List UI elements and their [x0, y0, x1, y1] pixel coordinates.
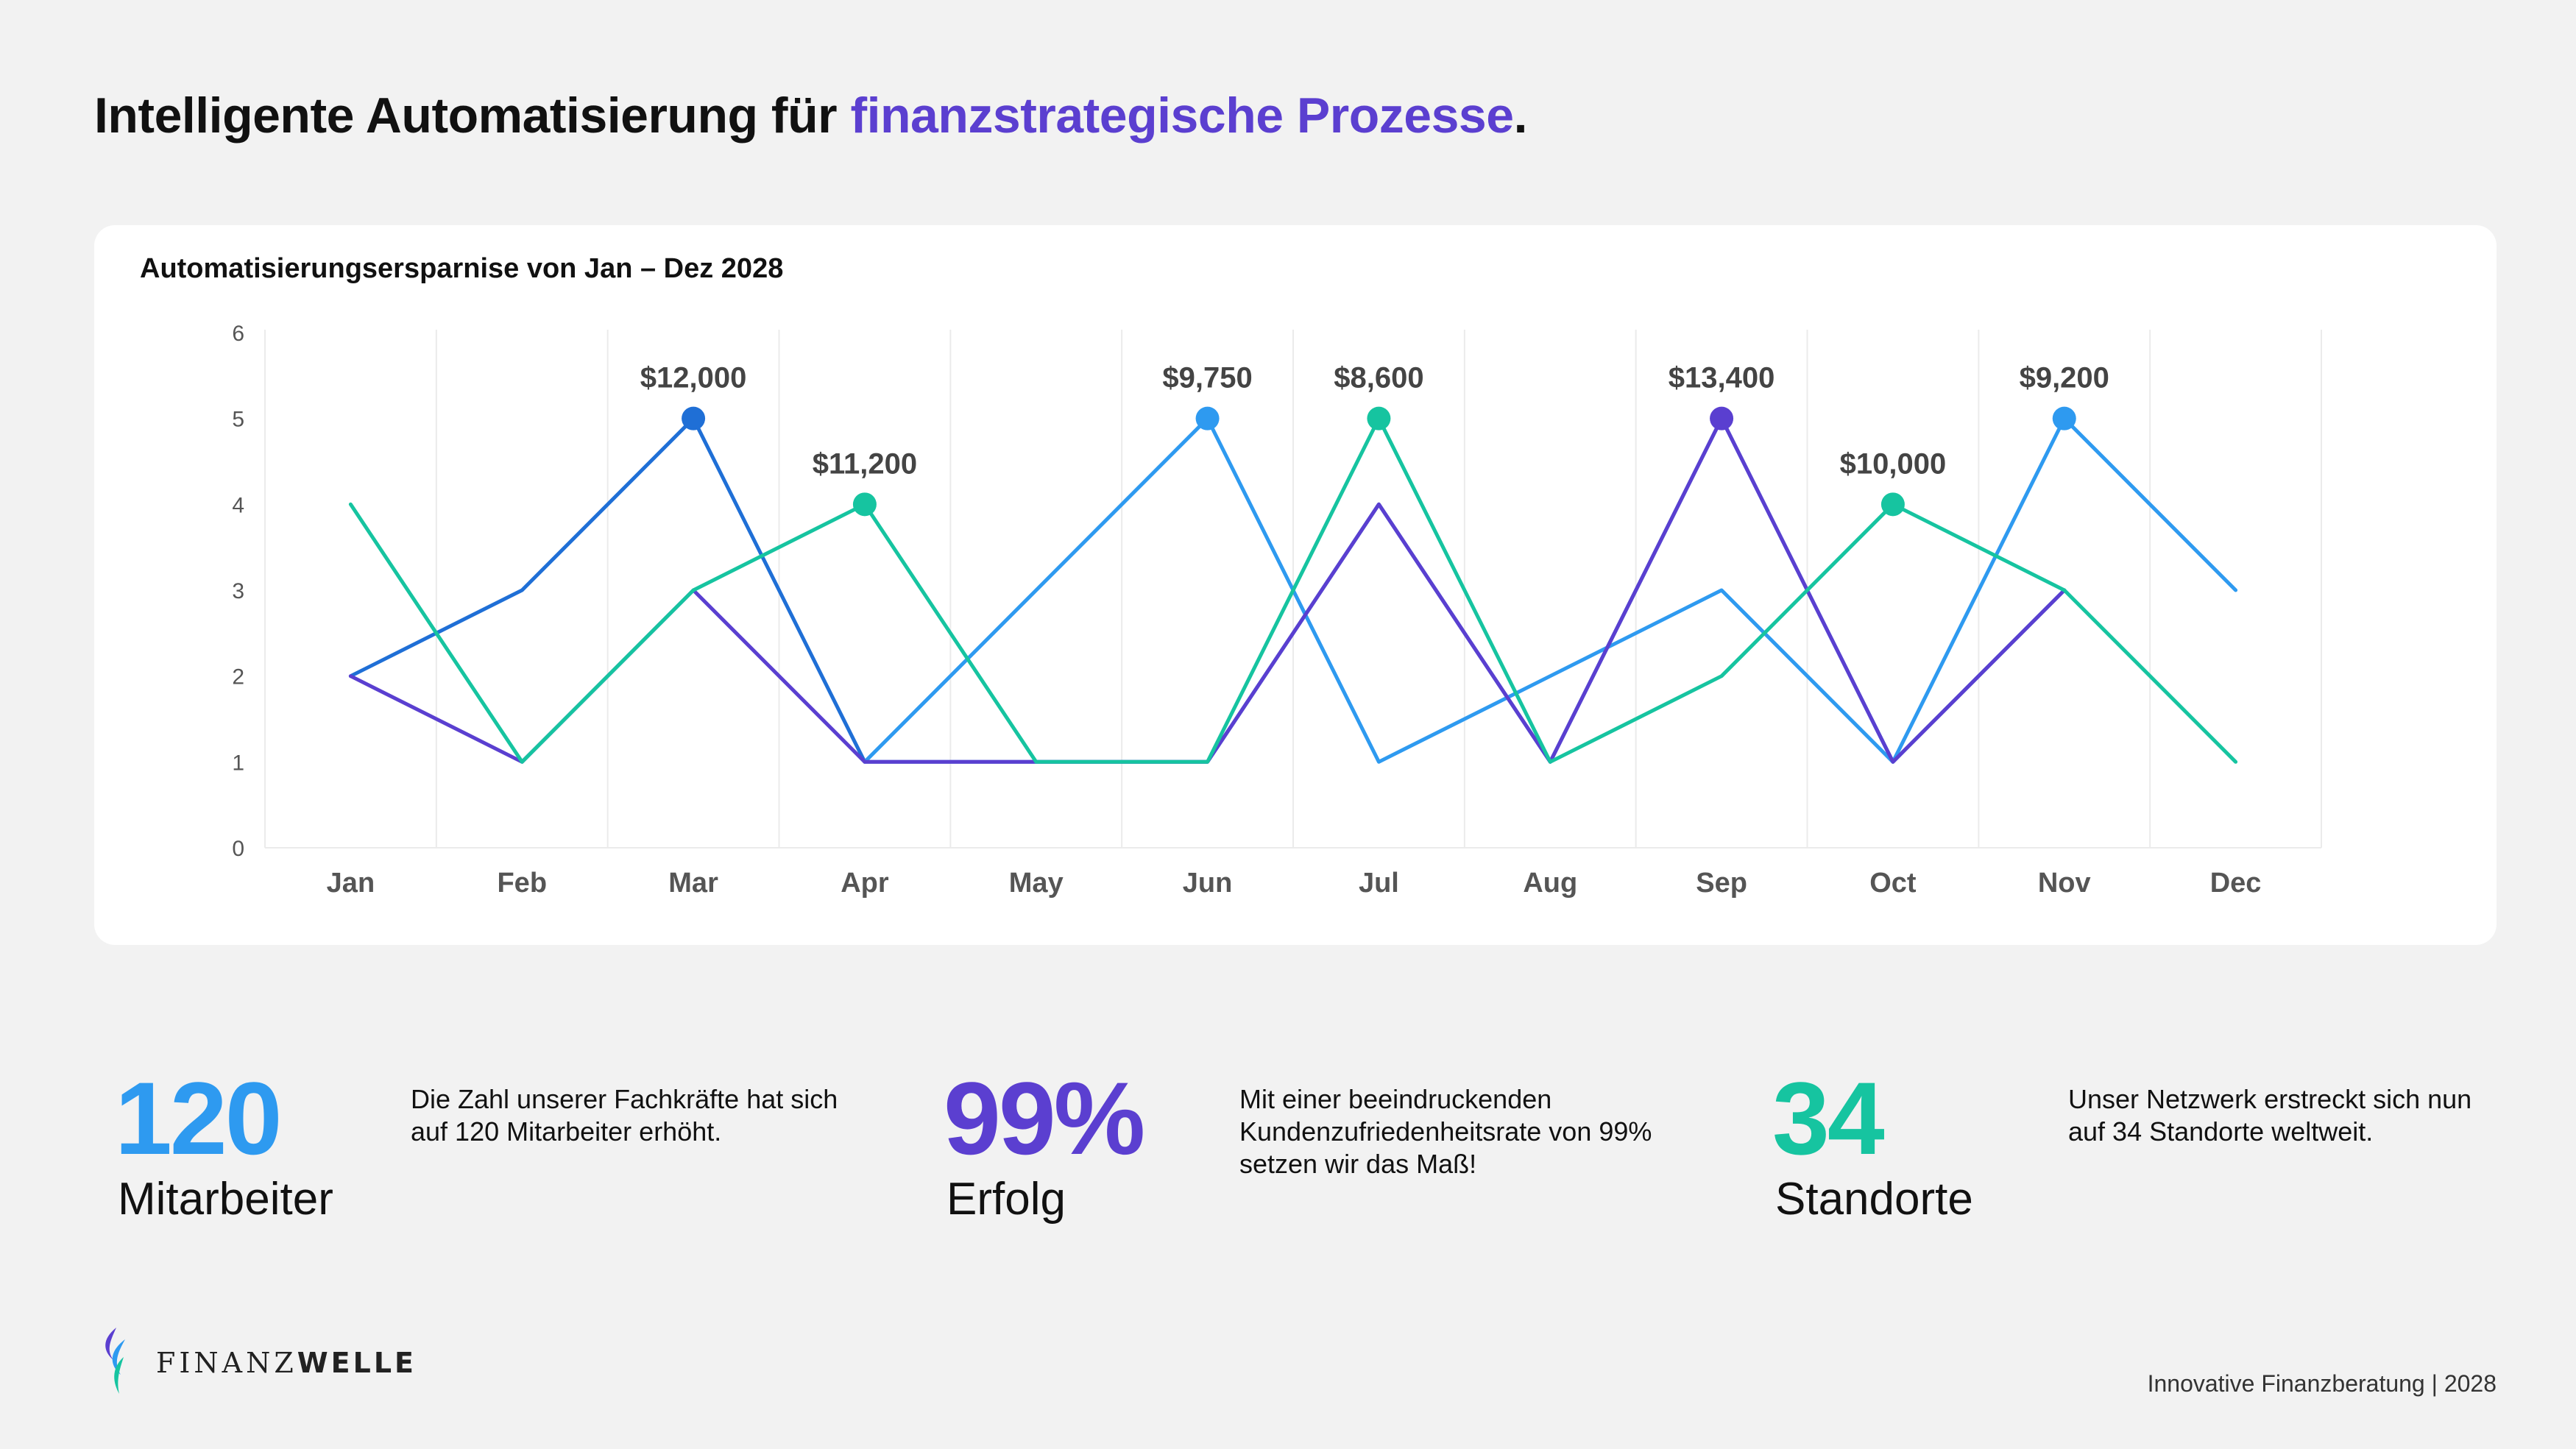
data-point-marker — [852, 492, 877, 517]
title-end: . — [1513, 88, 1528, 144]
x-tick-label: Mar — [668, 868, 718, 899]
y-tick-label: 3 — [232, 579, 244, 603]
x-tick-label: Jan — [327, 868, 375, 899]
stat-number: 34 — [1772, 1060, 1885, 1176]
x-tick-label: Apr — [841, 868, 889, 899]
data-label: $13,400 — [1669, 362, 1775, 394]
stat-number: 99% — [944, 1060, 1145, 1176]
stat-label: Erfolg — [946, 1174, 1066, 1225]
y-tick-label: 6 — [232, 322, 244, 346]
x-tick-label: Oct — [1869, 868, 1917, 899]
y-tick-label: 2 — [232, 665, 244, 690]
chart-card: Automatisierungsersparnise von Jan – Dez… — [94, 225, 2497, 945]
brand-name-light: FINANZ — [156, 1347, 297, 1379]
data-point-marker — [1367, 406, 1391, 431]
y-tick-label: 0 — [232, 837, 244, 861]
stat-description: Die Zahl unserer Fachkräfte hat sich auf… — [411, 1084, 838, 1147]
x-tick-label: Sep — [1696, 868, 1747, 899]
title-plain: Intelligente Automatisierung für — [94, 88, 851, 144]
series-line-teal — [348, 417, 2238, 764]
y-tick-label: 1 — [232, 751, 244, 775]
data-point-marker — [1195, 406, 1220, 431]
data-point-marker — [2052, 406, 2076, 431]
title-accent: finanzstrategische Prozesse — [850, 88, 1514, 144]
data-point-marker — [682, 406, 706, 431]
data-label: $10,000 — [1840, 447, 1947, 480]
chart-title: Automatisierungsersparnise von Jan – Dez… — [140, 253, 784, 284]
page-title: Intelligente Automatisierung für finanzs… — [94, 87, 1527, 144]
data-point-marker — [1710, 406, 1734, 431]
x-tick-label: Jun — [1183, 868, 1233, 899]
data-label: $8,600 — [1334, 362, 1423, 394]
data-label: $12,000 — [640, 362, 747, 394]
data-label: $11,200 — [813, 447, 917, 480]
footer-text: Innovative Finanzberatung | 2028 — [2147, 1370, 2497, 1397]
x-tick-label: May — [1009, 868, 1064, 899]
y-tick-label: 4 — [232, 493, 244, 517]
data-point-marker — [1880, 492, 1905, 517]
stat-label: Mitarbeiter — [118, 1174, 333, 1225]
wave-flame-icon — [105, 1328, 125, 1394]
stat-label: Standorte — [1775, 1174, 1973, 1225]
stat-description: Mit einer beeindruckenden Kundenzufriede… — [1239, 1084, 1652, 1179]
stat-description: Unser Netzwerk erstreckt sich nun auf 34… — [2068, 1084, 2472, 1147]
x-tick-label: Aug — [1523, 868, 1577, 899]
data-label: $9,200 — [2020, 362, 2109, 394]
x-tick-label: Dec — [2210, 868, 2262, 899]
brand-logo: FINANZWELLE — [94, 1325, 462, 1398]
y-tick-label: 5 — [232, 408, 244, 432]
stat-number: 120 — [115, 1060, 283, 1176]
x-tick-label: Feb — [497, 868, 547, 899]
series-line-light-blue — [863, 417, 2238, 764]
x-tick-label: Jul — [1359, 868, 1399, 899]
data-label: $9,750 — [1162, 362, 1252, 394]
x-tick-label: Nov — [2038, 868, 2091, 899]
brand-name: FINANZWELLE — [156, 1347, 417, 1379]
line-chart: 0 1 2 3 4 5 6 Jan Feb Mar Apr May Jun Jul Aug Sep Oct Nov… — [232, 322, 2322, 899]
brand-name-bold: WELLE — [297, 1347, 417, 1379]
